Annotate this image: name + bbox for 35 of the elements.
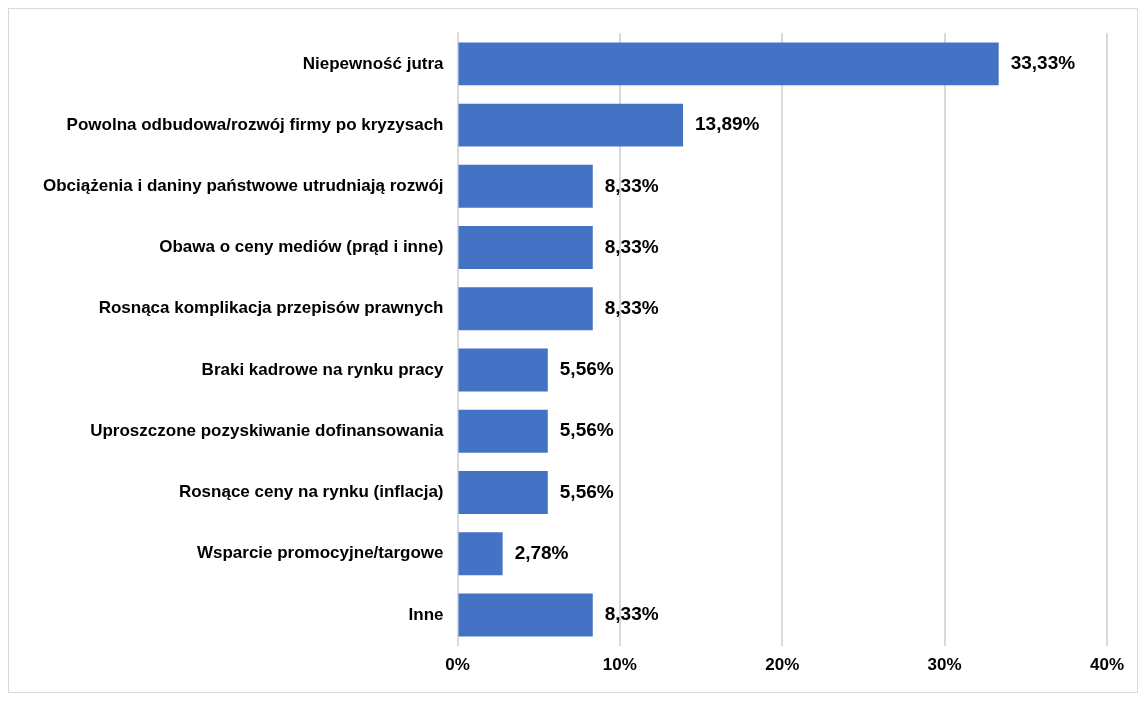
data-label: 2,78%: [514, 541, 569, 563]
y-tick-label: Obciążenia i daniny państwowe utrudniają rozwój: [42, 175, 444, 195]
y-tick-label: Rosnąca komplikacja przepisów prawnych: [98, 298, 444, 318]
x-tick-label: 40%: [1089, 655, 1125, 675]
y-tick-label: Braki kadrowe na rynku pracy: [201, 359, 445, 379]
y-tick-label: Rosnące ceny na rynku (inflacja): [178, 482, 444, 502]
bar: [458, 593, 593, 637]
data-label: 8,33%: [604, 235, 659, 257]
y-tick-label: Obawa o ceny mediów (prąd i inne): [159, 237, 444, 257]
bar: [458, 226, 593, 269]
x-tick-label: 0%: [445, 655, 470, 675]
y-tick-label: Powolna odbudowa/rozwój firmy po kryzysach: [66, 114, 444, 134]
data-label: 13,89%: [695, 113, 760, 135]
bar: [458, 471, 548, 514]
data-label: 8,33%: [604, 297, 659, 319]
bar: [458, 103, 684, 147]
bar: [458, 287, 593, 331]
y-tick-label: Niepewność jutra: [302, 53, 445, 73]
bar: [458, 164, 593, 208]
x-tick-label: 10%: [602, 655, 637, 675]
x-tick-label: 20%: [765, 655, 800, 675]
bar: [458, 409, 548, 453]
data-label: 8,33%: [604, 603, 659, 625]
y-tick-label: Wsparcie promocyjne/targowe: [196, 543, 444, 563]
data-label: 5,56%: [559, 419, 614, 441]
data-label: 5,56%: [559, 358, 614, 380]
bar: [458, 348, 548, 392]
bar: [458, 42, 999, 86]
y-tick-label: Uproszczone pozyskiwanie dofinansowania: [90, 420, 445, 440]
data-label: 5,56%: [559, 480, 614, 502]
x-tick-label: 30%: [927, 655, 962, 675]
data-label: 8,33%: [604, 174, 659, 196]
data-label: 33,33%: [1010, 52, 1076, 74]
bar: [458, 532, 503, 576]
y-tick-label: Inne: [408, 604, 444, 624]
